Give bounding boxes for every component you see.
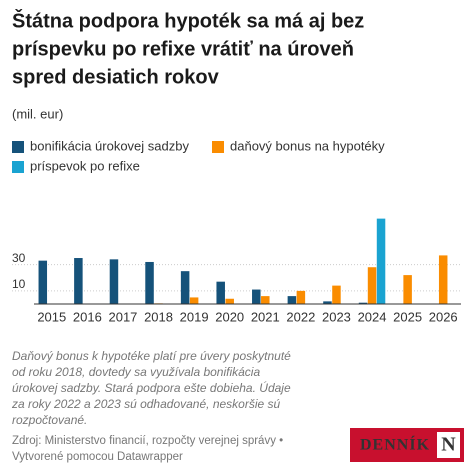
bar bbox=[189, 297, 199, 304]
bar bbox=[145, 261, 154, 304]
bar bbox=[225, 298, 234, 304]
bar bbox=[216, 281, 225, 304]
bar bbox=[296, 290, 306, 304]
note: úrokovej sadzby. Stará podpora ešte dobi… bbox=[12, 380, 291, 395]
x-tick-label: 2026 bbox=[429, 309, 458, 324]
x-tick-label: 2020 bbox=[215, 309, 244, 324]
bar bbox=[367, 267, 377, 304]
chart-title: spred desiatich rokov bbox=[12, 66, 220, 88]
chart-title: Štátna podpora hypoték sa má aj bez bbox=[12, 8, 364, 32]
x-tick-label: 2016 bbox=[73, 309, 102, 324]
legend-swatch bbox=[12, 161, 24, 173]
x-tick-label: 2021 bbox=[251, 309, 280, 324]
y-tick-label: 10 bbox=[12, 277, 26, 291]
legend-swatch bbox=[212, 141, 224, 153]
source: Vytvorené pomocou Datawrapper bbox=[12, 451, 183, 463]
logo-n: N bbox=[441, 434, 456, 456]
bar bbox=[358, 302, 368, 304]
y-tick-label: 30 bbox=[12, 251, 26, 265]
bar bbox=[180, 271, 190, 304]
bar bbox=[438, 255, 448, 304]
x-tick-label: 2023 bbox=[322, 309, 351, 324]
chart-title: príspevku po refixe vrátiť na úroveň bbox=[12, 38, 354, 60]
bar bbox=[38, 260, 48, 304]
legend-label: bonifikácia úrokovej sadzby bbox=[30, 138, 189, 153]
bar bbox=[252, 289, 261, 304]
bar bbox=[109, 259, 119, 304]
bar bbox=[323, 301, 332, 304]
legend-label: daňový bonus na hypotéky bbox=[230, 138, 385, 153]
bar bbox=[403, 275, 412, 304]
x-tick-label: 2018 bbox=[144, 309, 173, 324]
legend-swatch bbox=[12, 141, 24, 153]
bar bbox=[376, 218, 386, 304]
note: od roku 2018, dovtedy sa využívala bonif… bbox=[12, 365, 260, 379]
note: za roky 2022 a 2023 sú odhadované, nesko… bbox=[11, 397, 281, 411]
x-tick-label: 2017 bbox=[108, 309, 137, 324]
bar bbox=[332, 285, 341, 304]
logo-n-box bbox=[437, 432, 460, 458]
x-tick-label: 2025 bbox=[393, 309, 422, 324]
bar bbox=[74, 258, 83, 304]
source: Zdroj: Ministerstvo financií, rozpočty v… bbox=[12, 435, 283, 447]
bar bbox=[287, 296, 297, 304]
subtitle: (mil. eur) bbox=[12, 106, 63, 121]
note: Daňový bonus k hypotéke platí pre úvery … bbox=[12, 349, 291, 363]
x-tick-label: 2019 bbox=[180, 309, 209, 324]
x-tick-label: 2024 bbox=[358, 309, 387, 324]
note: rozpočtované. bbox=[12, 413, 87, 427]
bar bbox=[261, 296, 270, 304]
x-tick-label: 2015 bbox=[37, 309, 66, 324]
logo-text: DENNÍK bbox=[360, 435, 430, 454]
x-tick-label: 2022 bbox=[286, 309, 315, 324]
legend-label: príspevok po refixe bbox=[30, 158, 140, 173]
